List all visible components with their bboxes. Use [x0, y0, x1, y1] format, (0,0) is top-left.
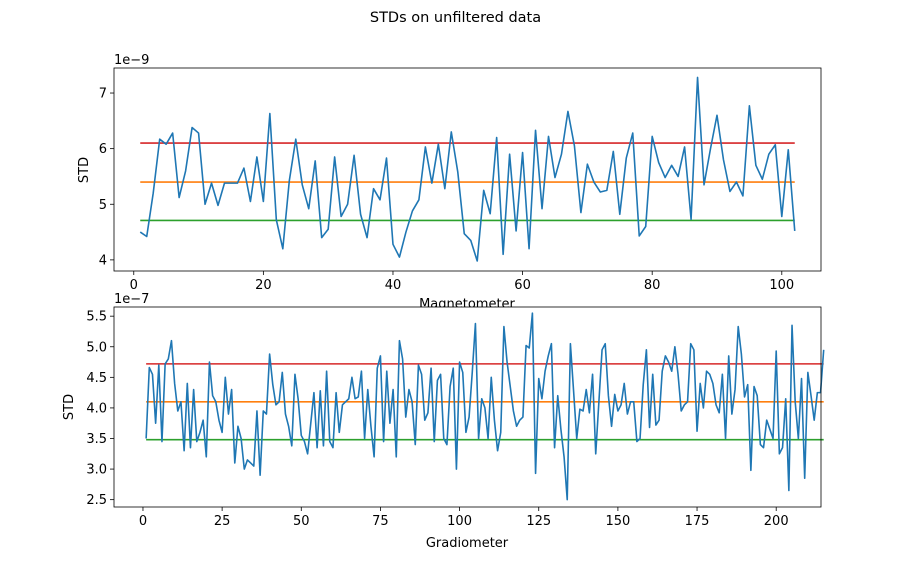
magnetometer-plot-area — [114, 68, 821, 271]
magnetometer-y-axis-label: STD — [77, 157, 92, 183]
magnetometer-x-tick-label: 20 — [255, 278, 272, 293]
gradiometer-axes-frame — [113, 306, 822, 508]
gradiometer-x-tick-label: 50 — [293, 514, 310, 529]
gradiometer-x-tick-label: 100 — [447, 514, 472, 529]
gradiometer-subplot: 0 25 50 75 100 125 150 175 200 2.5 3.0 3.5 4.0 4.5 5.… — [62, 292, 825, 551]
magnetometer-x-ticks: 0 20 40 60 80 100 — [130, 271, 794, 293]
magnetometer-x-tick-label: 80 — [644, 278, 661, 293]
gradiometer-y-tick-label: 5.0 — [86, 340, 107, 355]
magnetometer-x-tick-label: 0 — [130, 278, 138, 293]
gradiometer-x-ticks: 0 25 50 75 100 125 150 175 200 — [139, 507, 789, 529]
magnetometer-y-ticks: 4 5 6 7 — [99, 87, 114, 268]
gradiometer-x-tick-label: 125 — [526, 514, 551, 529]
magnetometer-x-tick-label: 60 — [514, 278, 531, 293]
gradiometer-x-axis-label: Gradiometer — [426, 536, 509, 551]
gradiometer-y-tick-label: 4.0 — [86, 401, 107, 416]
magnetometer-x-tick-label: 40 — [385, 278, 402, 293]
gradiometer-y-tick-label: 4.5 — [86, 371, 107, 386]
gradiometer-y-tick-label: 2.5 — [86, 493, 107, 508]
gradiometer-plot-area — [114, 307, 821, 507]
magnetometer-axes-frame — [113, 67, 822, 272]
gradiometer-series-line — [145, 312, 825, 501]
gradiometer-y-ticks: 2.5 3.0 3.5 4.0 4.5 5.0 5.5 — [86, 310, 114, 508]
figure-suptitle: STDs on unfiltered data — [370, 10, 541, 26]
gradiometer-y-axis-label: STD — [62, 394, 77, 420]
magnetometer-x-tick-label: 100 — [769, 278, 794, 293]
gradiometer-x-tick-label: 150 — [605, 514, 630, 529]
gradiometer-y-tick-label: 3.5 — [86, 432, 107, 447]
gradiometer-offset-label: 1e−7 — [114, 292, 149, 307]
magnetometer-hlines — [140, 142, 795, 222]
gradiometer-series — [145, 312, 825, 501]
magnetometer-series — [139, 76, 796, 262]
gradiometer-x-tick-label: 200 — [764, 514, 789, 529]
gradiometer-y-tick-label: 3.0 — [86, 463, 107, 478]
magnetometer-y-tick-label: 5 — [99, 198, 107, 213]
magnetometer-y-tick-label: 4 — [99, 253, 107, 268]
magnetometer-y-tick-label: 6 — [99, 142, 107, 157]
gradiometer-x-tick-label: 0 — [139, 514, 147, 529]
gradiometer-y-tick-label: 5.5 — [86, 310, 107, 325]
magnetometer-offset-label: 1e−9 — [114, 53, 149, 68]
gradiometer-x-tick-label: 175 — [685, 514, 710, 529]
magnetometer-y-tick-label: 7 — [99, 87, 107, 102]
gradiometer-x-tick-label: 75 — [372, 514, 389, 529]
magnetometer-series-line — [139, 76, 796, 262]
gradiometer-x-tick-label: 25 — [214, 514, 231, 529]
